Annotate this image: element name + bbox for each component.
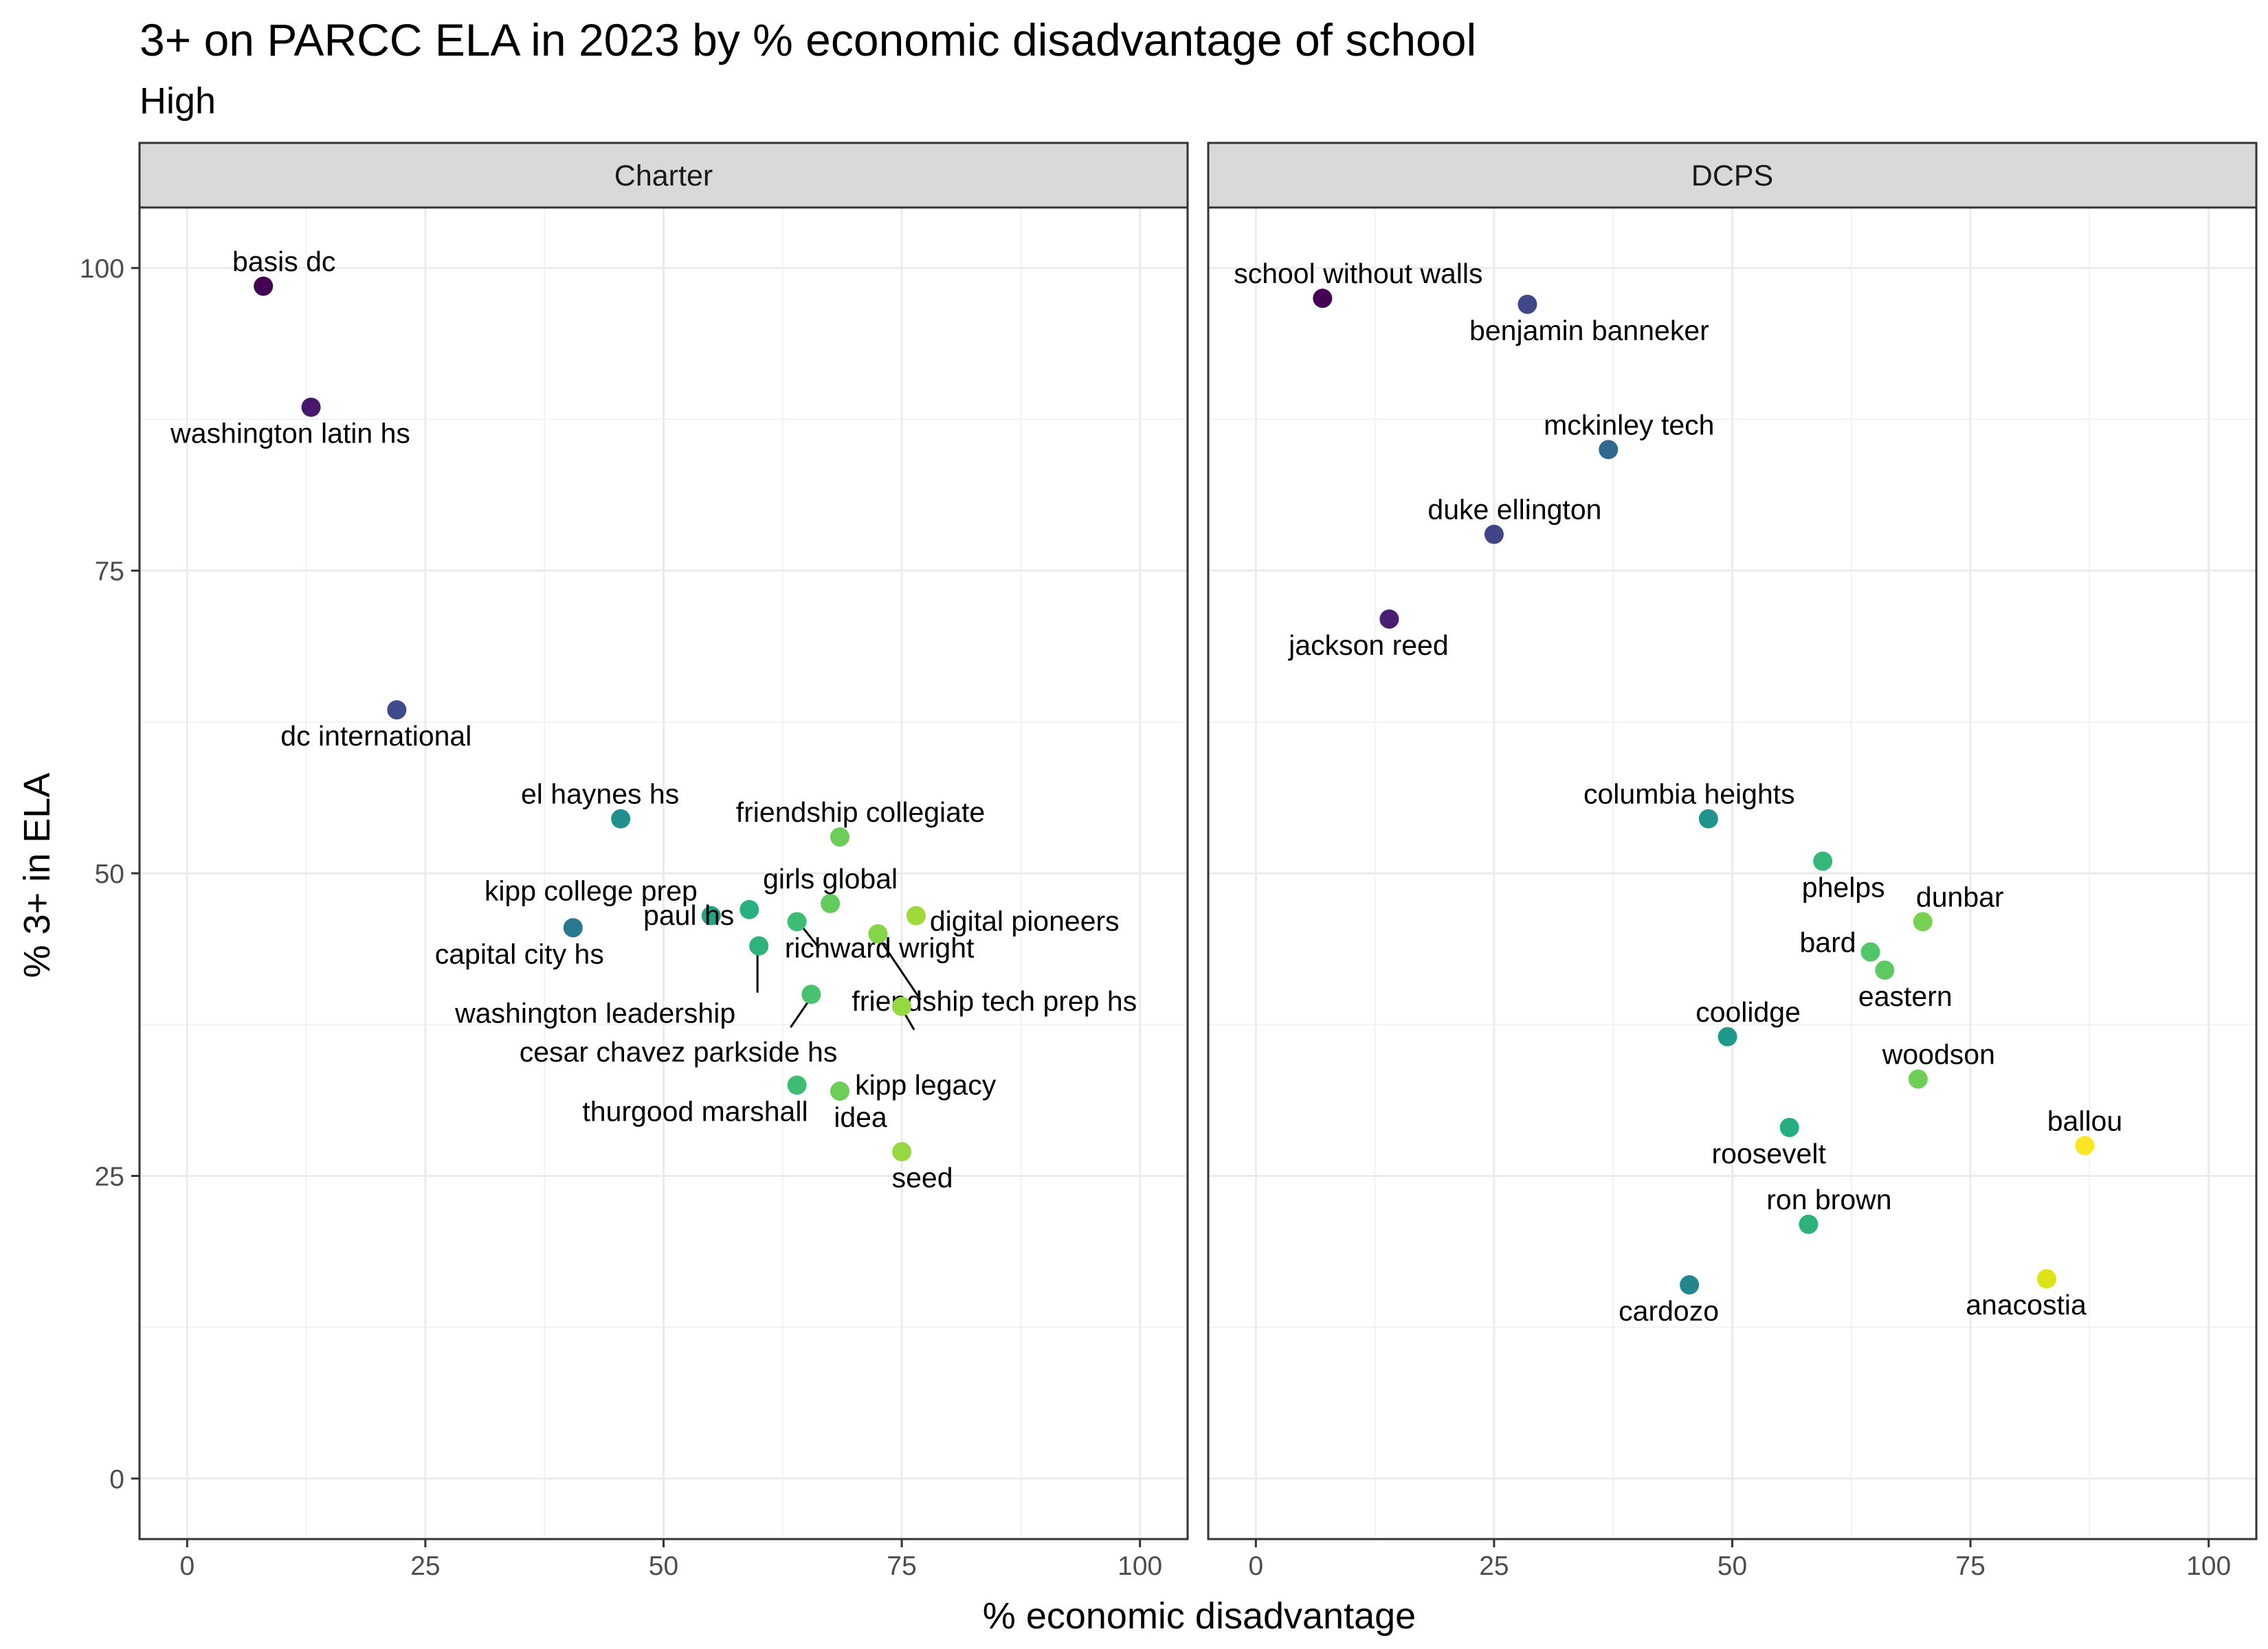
point-label: paul hs	[643, 899, 734, 931]
x-axis-title: % economic disadvantage	[983, 1595, 1416, 1637]
data-point	[611, 809, 631, 829]
data-point	[1779, 1117, 1799, 1137]
point-label: mckinley tech	[1544, 409, 1714, 440]
point-label: school without walls	[1234, 258, 1482, 289]
chart-title: 3+ on PARCC ELA in 2023 by % economic di…	[140, 14, 1477, 65]
data-point	[2075, 1136, 2095, 1156]
data-point	[787, 1075, 807, 1095]
data-point	[830, 1081, 849, 1101]
x-tick-label: 25	[1479, 1551, 1509, 1581]
data-point	[821, 894, 841, 914]
point-label: kipp college prep	[485, 875, 698, 907]
point-label: anacostia	[1966, 1289, 2087, 1321]
y-tick-label: 100	[80, 254, 124, 284]
data-point	[1908, 1069, 1928, 1089]
x-tick-label: 50	[1717, 1551, 1747, 1581]
x-tick-label: 75	[1955, 1551, 1985, 1581]
data-point	[1860, 942, 1880, 962]
point-label: seed	[892, 1162, 953, 1193]
data-point	[2037, 1269, 2056, 1289]
x-tick-label: 75	[887, 1551, 916, 1581]
data-point	[1799, 1214, 1819, 1234]
point-label: jackson reed	[1288, 629, 1448, 661]
panel-dcps: DCPS 0 25 50 75 100 school without walls benjam…	[1207, 142, 2258, 1581]
y-tick-label: 0	[109, 1465, 124, 1494]
data-point	[740, 899, 759, 919]
point-label: ballou	[2047, 1105, 2122, 1136]
data-point	[387, 700, 407, 720]
data-point	[1484, 524, 1504, 544]
point-label: cardozo	[1619, 1295, 1719, 1327]
point-label: dunbar	[1916, 881, 2004, 912]
y-axis-title: % 3+ in ELA	[16, 773, 58, 978]
data-point	[868, 924, 888, 944]
data-point	[701, 906, 721, 926]
panel-charter: Charter 0 25 50 75 100 0 25 50 75 100 basis dc washi…	[80, 142, 1189, 1581]
point-label: friendship collegiate	[736, 796, 985, 828]
point-label: basis dc	[232, 246, 335, 278]
y-tick-label: 50	[95, 860, 124, 889]
data-point	[254, 276, 274, 296]
point-label: phelps	[1802, 871, 1885, 903]
point-label: digital pioneers	[930, 906, 1120, 937]
data-point	[1717, 1027, 1737, 1046]
data-point	[892, 1142, 912, 1162]
data-point	[301, 397, 321, 417]
x-tick-label: 50	[649, 1551, 678, 1581]
facet-strip	[138, 142, 1189, 209]
point-label: girls global	[763, 863, 898, 895]
point-label: benjamin banneker	[1469, 315, 1709, 346]
point-label: idea	[834, 1101, 887, 1133]
point-label: el haynes hs	[521, 778, 679, 810]
x-tick-label: 25	[410, 1551, 440, 1581]
point-label: kipp legacy	[855, 1069, 997, 1101]
label-leader-line	[880, 940, 922, 1000]
data-point	[801, 985, 821, 1005]
data-point	[1813, 851, 1833, 871]
facet-strip-label: Charter	[614, 159, 713, 192]
data-point	[749, 936, 769, 956]
data-point	[1913, 912, 1933, 932]
point-label: eastern	[1858, 980, 1953, 1012]
facet-strip	[1207, 142, 2258, 209]
x-tick-label: 100	[2186, 1551, 2231, 1581]
data-point	[1313, 289, 1333, 309]
data-point	[1698, 809, 1718, 829]
point-label: duke ellington	[1427, 494, 1601, 526]
point-label: cesar chavez parkside hs	[520, 1036, 838, 1068]
data-point	[1379, 609, 1399, 629]
point-label: columbia heights	[1583, 778, 1795, 810]
point-label: dc international	[280, 720, 471, 752]
data-point	[892, 996, 912, 1016]
point-label: woodson	[1882, 1039, 1995, 1070]
data-point	[787, 912, 807, 932]
label-leader-line	[801, 926, 820, 949]
data-point	[1599, 440, 1619, 460]
data-point	[1875, 960, 1895, 980]
y-tick-label: 75	[95, 557, 124, 587]
label-leader-line	[790, 1000, 810, 1029]
x-tick-label: 0	[1248, 1551, 1263, 1581]
data-point	[563, 918, 583, 938]
data-point	[830, 827, 849, 847]
point-label: washington latin hs	[170, 418, 410, 449]
point-label: washington leadership	[454, 998, 735, 1029]
x-tick-label: 100	[1118, 1551, 1162, 1581]
chart-subtitle: High	[140, 80, 216, 122]
x-tick-label: 0	[179, 1551, 194, 1581]
point-label: capital city hs	[435, 938, 604, 969]
facet-strip-label: DCPS	[1691, 159, 1773, 192]
point-label: coolidge	[1696, 996, 1801, 1028]
label-leader-line	[903, 1013, 915, 1031]
point-label: roosevelt	[1711, 1138, 1826, 1169]
point-label: thurgood marshall	[582, 1095, 808, 1127]
data-point	[1517, 294, 1537, 314]
data-point	[906, 906, 926, 926]
point-label: ron brown	[1766, 1184, 1891, 1215]
y-tick-label: 25	[95, 1162, 124, 1191]
point-label: bard	[1799, 927, 1856, 958]
data-point	[1680, 1275, 1700, 1295]
